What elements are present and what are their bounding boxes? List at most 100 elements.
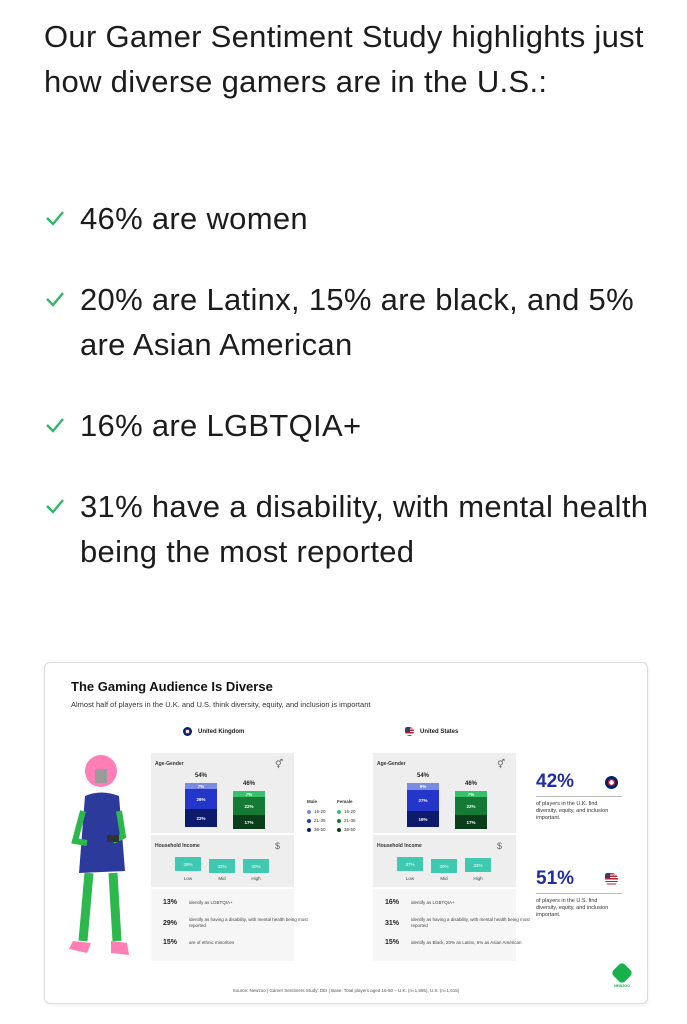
legend-item: 21-35 — [337, 818, 373, 823]
uk-male-seg-3: 22% — [185, 809, 217, 827]
uk-female-bar: 7% 22% 17% — [233, 791, 265, 829]
uk-stat-text: identify as having a disability, with me… — [189, 917, 308, 928]
list-item: 16% are LGBTQIA+ — [44, 403, 674, 448]
country-uk-label: United Kingdom — [198, 728, 245, 735]
us-income-low: 37% — [397, 857, 423, 871]
us-income-mid-label: Mid — [440, 876, 448, 881]
legend-item: 16-20 — [307, 809, 343, 814]
us-flag-icon — [605, 873, 618, 886]
legend-item: 16-20 — [337, 809, 373, 814]
country-uk: United Kingdom — [183, 727, 244, 736]
uk-male-seg-2: 26% — [185, 789, 217, 809]
checkmark-icon — [46, 292, 64, 307]
us-income-panel: Household Income $ 37% 30% 33% Low Mid H… — [373, 835, 516, 887]
gender-icon: ⚥ — [275, 759, 284, 769]
newzoo-logo-icon — [610, 961, 634, 985]
legend-male-title: Male — [307, 799, 318, 804]
uk-male-total: 54% — [194, 773, 207, 779]
us-stat-num: 16% — [385, 899, 400, 906]
uk-stat-num: 15% — [163, 939, 178, 946]
us-stat-row: 15% identify as Black, 20% as Latinx, 5%… — [385, 939, 531, 946]
newzoo-logo: NEWZOO — [610, 961, 634, 988]
checkmark-icon — [46, 418, 64, 433]
us-income-high-label: High — [473, 876, 483, 881]
us-dei-percent: 51% — [536, 868, 575, 889]
us-female-seg-2: 22% — [455, 797, 487, 815]
uk-stat-row: 15% are of ethnic minorities — [163, 939, 309, 946]
uk-income-mid-label: Mid — [218, 876, 226, 881]
us-income-label: Household Income — [377, 843, 422, 849]
newzoo-logo-text: NEWZOO — [614, 984, 630, 988]
divider — [536, 796, 622, 797]
uk-stat-num: 29% — [163, 919, 178, 927]
intro-paragraph: Our Gamer Sentiment Study highlights jus… — [44, 19, 644, 99]
legend-item: 36-50 — [337, 827, 373, 832]
us-stat-row: 16% identify as LGBTQIA+ — [385, 899, 531, 906]
uk-dei-text: of players in the U.K. find diversity, e… — [536, 801, 609, 821]
list-item-text: 20% are Latinx, 15% are black, and 5% ar… — [80, 282, 634, 362]
us-male-total: 54% — [416, 773, 429, 779]
money-icon: $ — [275, 841, 281, 851]
checkmark-icon — [46, 499, 64, 514]
us-female-total: 46% — [464, 781, 477, 787]
us-age-gender-panel: Age-Gender ⚥ 54% 8% 27% 19% 46% 7% 22% 1… — [373, 753, 516, 833]
us-male-bar: 8% 27% 19% — [407, 783, 439, 827]
divider — [536, 893, 622, 894]
uk-income-high: 30% — [243, 859, 269, 873]
uk-income-low: 39% — [175, 857, 201, 871]
uk-dei-percent: 42% — [536, 771, 575, 792]
uk-female-seg-1: 7% — [233, 791, 265, 797]
legend-item: 21-35 — [307, 818, 343, 823]
uk-male-seg-1: 7% — [185, 783, 217, 789]
stats-list: 46% are women 20% are Latinx, 15% are bl… — [44, 196, 674, 574]
list-item-text: 46% are women — [80, 201, 308, 236]
us-female-seg-1: 7% — [455, 791, 487, 797]
us-stat-text: identify as Black, 20% as Latinx, 5% as … — [411, 939, 522, 945]
money-icon: $ — [497, 841, 503, 851]
uk-income-low-label: Low — [183, 876, 193, 881]
list-item-text: 31% have a disability, with mental healt… — [80, 489, 649, 569]
infographic-subtitle: Almost half of players in the U.K. and U… — [71, 700, 371, 709]
us-income-low-label: Low — [405, 876, 415, 881]
uk-age-gender-panel: Age-Gender ⚥ 54% 7% 26% 22% 46% 7% 22% 1… — [151, 753, 294, 833]
uk-income-mid: 32% — [209, 859, 235, 873]
list-item: 31% have a disability, with mental healt… — [44, 484, 674, 574]
uk-income-high-label: High — [251, 876, 261, 881]
legend-female-title: Female — [337, 799, 353, 804]
us-male-seg-1: 8% — [407, 783, 439, 790]
gamer-illustration — [69, 755, 129, 955]
uk-stat-text: are of ethnic minorities — [189, 939, 235, 945]
infographic-title: The Gaming Audience Is Diverse — [71, 679, 273, 694]
legend-male: Male 16-20 21-35 36-50 — [307, 799, 343, 836]
us-female-bar: 7% 22% 17% — [455, 791, 487, 829]
infographic-card[interactable]: The Gaming Audience Is Diverse Almost ha… — [44, 662, 648, 1004]
uk-male-bar: 7% 26% 22% — [185, 783, 217, 827]
list-item: 20% are Latinx, 15% are black, and 5% ar… — [44, 277, 674, 367]
list-item: 46% are women — [44, 196, 674, 241]
uk-female-seg-2: 22% — [233, 797, 265, 815]
us-stat-text: identify as having a disability, with me… — [411, 917, 530, 928]
uk-stat-num: 13% — [163, 899, 178, 906]
uk-female-total: 46% — [242, 781, 255, 787]
gender-icon: ⚥ — [497, 759, 506, 769]
uk-flag-icon — [183, 727, 192, 736]
uk-income-label: Household Income — [155, 843, 200, 849]
us-flag-icon — [405, 727, 414, 736]
us-stat-num: 31% — [385, 919, 400, 927]
uk-female-seg-3: 17% — [233, 815, 265, 829]
uk-age-gender-label: Age-Gender — [155, 761, 184, 767]
us-income-high: 33% — [465, 858, 491, 872]
checkmark-icon — [46, 211, 64, 226]
us-stat-text: identify as LGBTQIA+ — [411, 899, 455, 905]
us-age-gender-label: Age-Gender — [377, 761, 406, 767]
us-female-seg-3: 17% — [455, 815, 487, 829]
uk-stats-panel: 13% identify as LGBTQIA+ 29% identify as… — [151, 889, 308, 961]
uk-income-panel: Household Income $ 39% 32% 30% Low Mid H… — [151, 835, 294, 887]
us-stat-num: 15% — [385, 939, 400, 946]
uk-stat-row: 29% identify as having a disability, wit… — [163, 917, 309, 929]
uk-stat-row: 13% identify as LGBTQIA+ — [163, 899, 309, 906]
us-stats-panel: 16% identify as LGBTQIA+ 31% identify as… — [373, 889, 530, 961]
us-male-seg-2: 27% — [407, 790, 439, 811]
us-income-mid: 30% — [431, 859, 457, 873]
country-us: United States — [405, 727, 458, 736]
